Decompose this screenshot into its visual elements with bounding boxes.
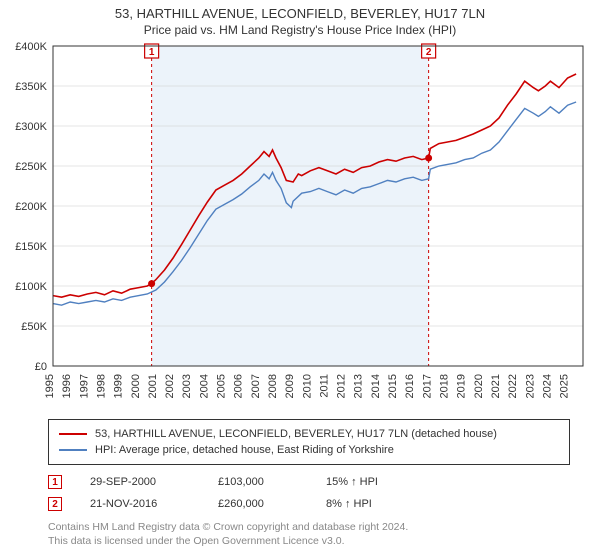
svg-text:£150K: £150K [15, 241, 47, 253]
svg-text:2004: 2004 [198, 374, 210, 398]
svg-text:£350K: £350K [15, 81, 47, 93]
svg-text:2014: 2014 [370, 374, 382, 398]
svg-text:2024: 2024 [541, 374, 553, 398]
event-date-2: 21-NOV-2016 [90, 498, 190, 510]
svg-text:1: 1 [149, 47, 155, 58]
chart-svg: £0 £50K £100K £150K £200K £250K £300K £350K £400… [5, 41, 595, 411]
footer-line-2: This data is licensed under the Open Gov… [48, 535, 570, 549]
legend-item-hpi: HPI: Average price, detached house, East… [59, 442, 559, 458]
svg-text:£200K: £200K [15, 201, 47, 213]
svg-text:2009: 2009 [284, 374, 296, 398]
legend-label-property: 53, HARTHILL AVENUE, LECONFIELD, BEVERLE… [95, 428, 497, 440]
event-price-1: £103,000 [218, 476, 298, 488]
event-delta-2: 8% ↑ HPI [326, 498, 372, 510]
svg-text:2005: 2005 [216, 374, 228, 398]
svg-text:2023: 2023 [524, 374, 536, 398]
svg-text:2019: 2019 [456, 374, 468, 398]
event-row-1: 1 29-SEP-2000 £103,000 15% ↑ HPI [48, 471, 570, 493]
svg-text:2017: 2017 [421, 374, 433, 398]
svg-text:2020: 2020 [473, 374, 485, 398]
event-date-1: 29-SEP-2000 [90, 476, 190, 488]
footer-line-1: Contains HM Land Registry data © Crown c… [48, 521, 570, 535]
svg-text:2011: 2011 [318, 374, 330, 398]
svg-text:2012: 2012 [336, 374, 348, 398]
legend-swatch-property [59, 433, 87, 435]
svg-text:2016: 2016 [404, 374, 416, 398]
svg-text:1995: 1995 [44, 374, 56, 398]
svg-text:2018: 2018 [438, 374, 450, 398]
events-table: 1 29-SEP-2000 £103,000 15% ↑ HPI 2 21-NO… [48, 471, 570, 515]
svg-text:£50K: £50K [21, 321, 47, 333]
svg-text:1996: 1996 [61, 374, 73, 398]
event-row-2: 2 21-NOV-2016 £260,000 8% ↑ HPI [48, 493, 570, 515]
footer: Contains HM Land Registry data © Crown c… [48, 521, 570, 548]
svg-text:2013: 2013 [353, 374, 365, 398]
svg-text:2007: 2007 [250, 374, 262, 398]
event-price-2: £260,000 [218, 498, 298, 510]
chart-subtitle: Price paid vs. HM Land Registry's House … [0, 21, 600, 41]
svg-text:2022: 2022 [507, 374, 519, 398]
svg-text:2021: 2021 [490, 374, 502, 398]
svg-text:2006: 2006 [233, 374, 245, 398]
svg-text:2002: 2002 [164, 374, 176, 398]
chart-title: 53, HARTHILL AVENUE, LECONFIELD, BEVERLE… [0, 0, 600, 21]
legend-label-hpi: HPI: Average price, detached house, East… [95, 444, 394, 456]
svg-text:£400K: £400K [15, 41, 47, 53]
svg-text:2025: 2025 [559, 374, 571, 398]
legend-item-property: 53, HARTHILL AVENUE, LECONFIELD, BEVERLE… [59, 426, 559, 442]
svg-text:2010: 2010 [301, 374, 313, 398]
svg-text:£100K: £100K [15, 281, 47, 293]
chart-container: 53, HARTHILL AVENUE, LECONFIELD, BEVERLE… [0, 0, 600, 560]
svg-text:£0: £0 [35, 361, 47, 373]
event-delta-1: 15% ↑ HPI [326, 476, 378, 488]
svg-text:2000: 2000 [130, 374, 142, 398]
svg-text:1999: 1999 [113, 374, 125, 398]
svg-text:1998: 1998 [95, 374, 107, 398]
svg-text:2015: 2015 [387, 374, 399, 398]
event-marker-1: 1 [48, 475, 62, 489]
legend-swatch-hpi [59, 449, 87, 451]
svg-text:2001: 2001 [147, 374, 159, 398]
svg-text:1997: 1997 [78, 374, 90, 398]
svg-text:2003: 2003 [181, 374, 193, 398]
legend: 53, HARTHILL AVENUE, LECONFIELD, BEVERLE… [48, 419, 570, 465]
svg-text:£300K: £300K [15, 121, 47, 133]
event-marker-2: 2 [48, 497, 62, 511]
svg-text:2008: 2008 [267, 374, 279, 398]
svg-text:£250K: £250K [15, 161, 47, 173]
chart-area: £0 £50K £100K £150K £200K £250K £300K £350K £400… [5, 41, 595, 411]
svg-text:2: 2 [426, 47, 432, 58]
